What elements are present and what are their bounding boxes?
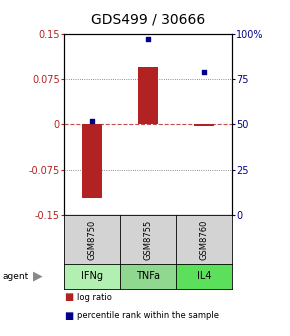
Text: log ratio: log ratio — [77, 293, 112, 302]
Text: ■: ■ — [64, 292, 73, 302]
Bar — [82, 124, 102, 198]
Text: ■: ■ — [64, 311, 73, 321]
Text: IL4: IL4 — [197, 271, 211, 281]
Bar — [194, 124, 214, 126]
Text: GSM8750: GSM8750 — [87, 219, 96, 259]
Text: GDS499 / 30666: GDS499 / 30666 — [91, 13, 205, 27]
Text: IFNg: IFNg — [81, 271, 103, 281]
Bar — [138, 67, 158, 124]
Point — [90, 118, 94, 123]
Point — [146, 36, 150, 42]
Text: GSM8755: GSM8755 — [143, 219, 153, 259]
Text: ▶: ▶ — [33, 270, 43, 283]
Point — [202, 69, 206, 74]
Text: TNFa: TNFa — [136, 271, 160, 281]
Text: agent: agent — [3, 272, 29, 281]
Text: percentile rank within the sample: percentile rank within the sample — [77, 311, 219, 320]
Text: GSM8760: GSM8760 — [200, 219, 209, 260]
